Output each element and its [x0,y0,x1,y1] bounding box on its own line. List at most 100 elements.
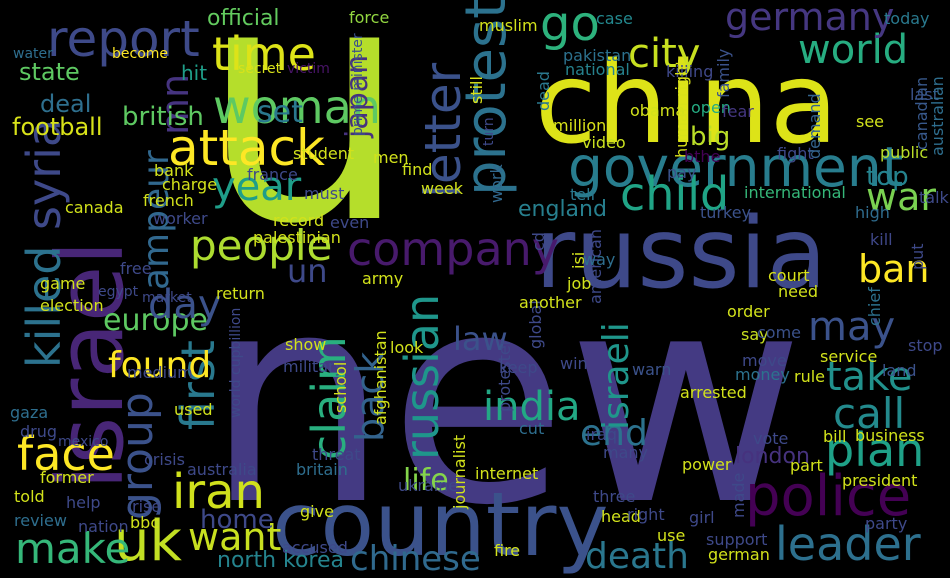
word-fire: fire [494,541,520,560]
word-british: british [122,102,204,132]
word-top: top [866,162,909,192]
word-report: report [47,10,200,68]
word-arrested: arrested [680,383,747,402]
word-show: show [285,335,326,354]
word-britain: britain [296,460,348,479]
word-today: today [884,9,930,28]
word-help: help [66,493,101,512]
word-china: china [535,39,838,169]
word-human-right: human right [672,60,691,159]
word-become: become [112,46,168,62]
word-isi: isi [569,252,588,269]
word-india: india [483,384,580,430]
word-nation: nation [78,517,129,536]
word-rise: rise [132,497,161,516]
word-take: take [826,354,913,400]
word-mn: mn [153,74,197,135]
word-afghanistan: afghanistan [371,330,390,425]
word-student: student [293,144,354,163]
word-money: money [735,365,790,384]
word-head: head [601,507,641,526]
word-japan: japan [340,55,375,139]
word-victim: victim [287,61,330,77]
word-child: child [620,167,729,221]
word-party: party [865,514,907,533]
word-killed: killed [17,246,71,368]
word-national: national [565,60,630,79]
word-new: new [205,232,804,569]
word-australian: australian [928,76,947,156]
word-warn: warn [632,360,671,379]
word-bank: bank [154,161,194,180]
word-found: found [108,345,211,386]
word-win: win [560,354,588,373]
word-iran: iran [172,464,265,520]
word-million: million [553,116,606,135]
word-leader: leader [775,517,921,571]
word-even: even [330,213,369,232]
word-claim: claim [302,336,356,460]
word-say: say [741,325,769,344]
word-may: may [808,304,895,350]
word-way: way [583,250,615,269]
word-drug: drug [20,422,57,441]
word-make: make [15,524,130,573]
word-israel: israel [37,240,144,490]
word-europe: europe [103,303,208,338]
word-vote: vote [753,429,788,448]
word-election: election [40,296,104,315]
word-gaza: gaza [10,403,48,422]
word-still: still [467,76,486,104]
word-first: first [171,340,225,430]
word-medium: medium [127,363,193,382]
word-law: law [453,320,508,358]
word-threat: threat [312,445,361,464]
word-russian: russian [395,294,449,460]
word-must: must [304,184,344,203]
word-group: group [112,392,163,520]
word-fight: fight [777,144,814,163]
word-woman: woman [213,80,381,134]
word-president: president [842,471,917,490]
word-turn: turn [481,117,497,146]
word-work: work [487,164,506,203]
word-killing: killing [666,62,713,81]
word-girl: girl [689,508,715,527]
word-high: high [855,203,890,222]
word-plan: plan [825,423,924,477]
word-ampeur: ampeur [136,150,177,290]
word-turkey: turkey [700,203,751,222]
word-muslim: muslim [479,16,538,35]
word-protester: protester [495,338,514,412]
word-look: look [390,338,424,357]
word-service: service [820,347,877,366]
word-public: public [880,143,928,162]
word-school: school [331,362,350,413]
word-protest: protest [454,0,519,196]
word-police: police [745,464,911,529]
word-talk: talk [919,188,950,207]
word-put: put [908,243,927,270]
word-back: back [348,352,392,442]
word-french: french [143,191,194,210]
word-face: face [17,427,115,481]
word-men: men [373,148,409,167]
word-people: people [190,221,332,270]
word-market: market [142,290,192,306]
word-charge: charge [162,175,217,194]
word-hit: hit [181,61,207,85]
word-country: country [272,473,609,576]
word-power: power [682,455,732,474]
word-made: made [729,473,748,518]
word-give: give [300,502,334,521]
word-internet: internet [475,464,538,483]
word-family: family [714,49,733,98]
word-former: former [40,468,94,487]
word-time: time [212,27,316,81]
word-see: see [856,112,884,131]
word-last: last [910,85,939,104]
word-obama: obama [630,101,685,120]
word-part: part [790,456,823,475]
